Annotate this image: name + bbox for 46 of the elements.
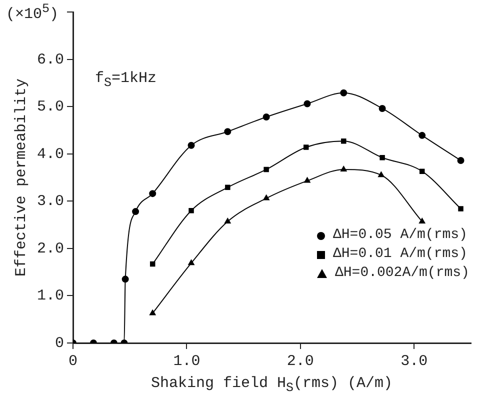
point bbox=[264, 166, 269, 172]
y-tick-label: 3.0 bbox=[36, 193, 64, 210]
point bbox=[304, 177, 310, 183]
point bbox=[340, 89, 348, 96]
point bbox=[150, 310, 156, 316]
x-tick-label: 2.0 bbox=[286, 352, 314, 370]
x-tick-label: 3.0 bbox=[400, 352, 428, 370]
point bbox=[188, 208, 194, 214]
x-tick-label: 0 bbox=[68, 352, 78, 370]
y-axis-title: Effective permeability bbox=[12, 78, 30, 277]
point bbox=[378, 104, 386, 112]
point bbox=[458, 206, 464, 212]
legend-label: ΔH=0.01 A/m(rms) bbox=[333, 245, 468, 264]
point bbox=[418, 132, 426, 139]
point bbox=[340, 166, 347, 172]
y-tick-label: 0 bbox=[54, 334, 64, 352]
legend-label: ΔH=0.05 A/m(rms) bbox=[333, 226, 468, 245]
point bbox=[132, 208, 140, 216]
point bbox=[188, 142, 195, 149]
y-tick-label: 5.0 bbox=[36, 98, 64, 116]
y-tick-label: 1.0 bbox=[36, 288, 64, 305]
point bbox=[188, 260, 194, 266]
y-tick-label: 6.0 bbox=[36, 51, 64, 68]
point bbox=[149, 190, 156, 198]
legend-label: ΔH=0.002A/m(rms) bbox=[335, 264, 470, 283]
point bbox=[380, 155, 385, 160]
point bbox=[303, 144, 309, 150]
point bbox=[224, 128, 232, 136]
point bbox=[225, 184, 230, 190]
text: (×10$^{5}$) bbox=[6, 2, 59, 23]
x-axis-title: Shaking field H$_{S}$(rms) (A/m) bbox=[151, 375, 393, 395]
point bbox=[419, 218, 426, 224]
y-tick-label: 2.0 bbox=[36, 240, 64, 258]
point bbox=[378, 172, 384, 178]
point bbox=[122, 276, 129, 283]
point bbox=[150, 261, 156, 267]
point bbox=[224, 218, 231, 224]
annotation: f$_{S}$=1kHz bbox=[95, 70, 157, 90]
point bbox=[262, 113, 270, 120]
point bbox=[419, 168, 425, 174]
point bbox=[304, 100, 311, 108]
y-tick-label: 4.0 bbox=[36, 146, 64, 163]
point bbox=[457, 156, 464, 164]
point bbox=[341, 138, 346, 144]
point bbox=[263, 194, 270, 200]
x-tick-label: 1.0 bbox=[173, 352, 200, 370]
